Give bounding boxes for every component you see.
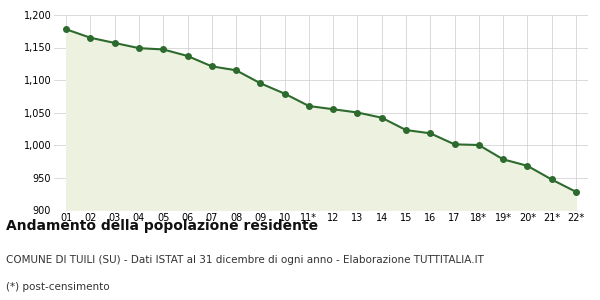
- Text: Andamento della popolazione residente: Andamento della popolazione residente: [6, 219, 318, 233]
- Text: (*) post-censimento: (*) post-censimento: [6, 282, 110, 292]
- Text: COMUNE DI TUILI (SU) - Dati ISTAT al 31 dicembre di ogni anno - Elaborazione TUT: COMUNE DI TUILI (SU) - Dati ISTAT al 31 …: [6, 255, 484, 265]
